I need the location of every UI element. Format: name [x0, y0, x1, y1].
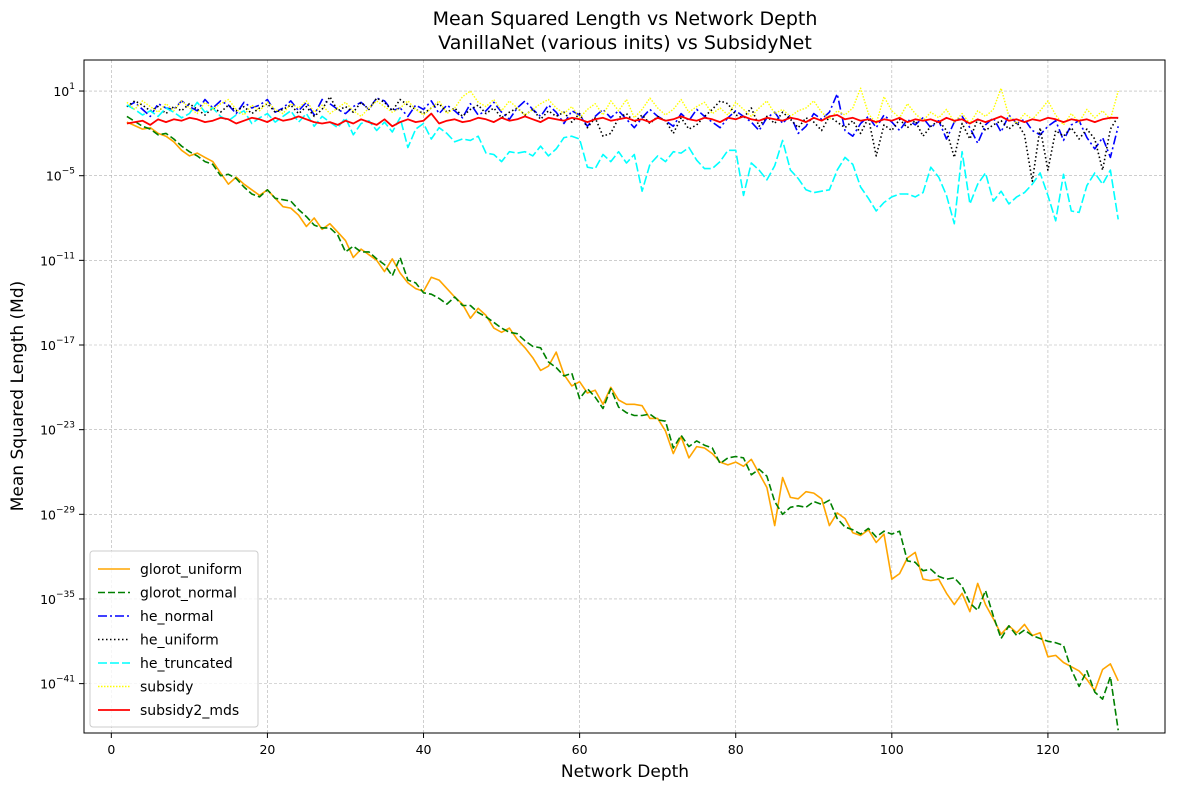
y-tick-label: 10−11	[40, 251, 75, 268]
legend: glorot_uniform glorot_normal he_normal he_u…	[89, 550, 259, 728]
series-line-subsidy2-mds	[126, 112, 1119, 128]
legend-label: he_truncated	[140, 656, 233, 672]
legend-label: subsidy2_mds	[140, 703, 239, 719]
y-tick-label: 10−41	[40, 675, 75, 692]
x-tick-label: 120	[1036, 742, 1060, 757]
x-tick-label: 0	[107, 742, 115, 757]
y-tick-label: 10−23	[40, 421, 75, 438]
x-axis-label: Network Depth	[561, 762, 689, 782]
series-line-glorot-uniform	[126, 121, 1119, 692]
series-line-subsidy	[126, 87, 1119, 126]
legend-label: glorot_uniform	[140, 562, 242, 578]
y-axis: 101 10−5 10−11 10−17 10−23 10−29 10−35 10−41	[40, 82, 84, 692]
chart-title-line2: VanillaNet (various inits) vs SubsidyNet	[438, 32, 812, 54]
x-tick-label: 60	[572, 742, 588, 757]
x-axis: 0 20 40 60 80 100 120	[107, 733, 1060, 757]
y-tick-label: 101	[53, 82, 75, 99]
legend-label: he_uniform	[140, 633, 219, 649]
legend-label: subsidy	[140, 680, 193, 696]
y-tick-label: 10−17	[40, 336, 75, 353]
series-line-he-uniform	[126, 95, 1119, 183]
chart-title-line1: Mean Squared Length vs Network Depth	[433, 8, 818, 30]
x-tick-label: 80	[728, 742, 744, 757]
legend-box	[89, 550, 259, 728]
y-tick-label: 10−5	[46, 167, 75, 184]
grid-lines	[84, 60, 1165, 733]
plot-frame	[83, 59, 1166, 734]
series-line-glorot-normal	[126, 115, 1119, 731]
legend-label: he_normal	[140, 609, 214, 625]
y-tick-label: 10−29	[40, 505, 75, 522]
series-line-he-normal	[126, 93, 1119, 159]
legend-label: glorot_normal	[140, 586, 237, 602]
y-tick-label: 10−35	[40, 590, 75, 607]
series-layer	[126, 87, 1119, 731]
x-tick-label: 100	[880, 742, 904, 757]
legend-items: glorot_uniform glorot_normal he_normal he_u…	[98, 562, 242, 719]
y-axis-label: Mean Squared Length (Md)	[8, 281, 28, 512]
x-tick-label: 40	[416, 742, 432, 757]
x-tick-label: 20	[259, 742, 275, 757]
series-line-he-truncated	[126, 101, 1119, 225]
